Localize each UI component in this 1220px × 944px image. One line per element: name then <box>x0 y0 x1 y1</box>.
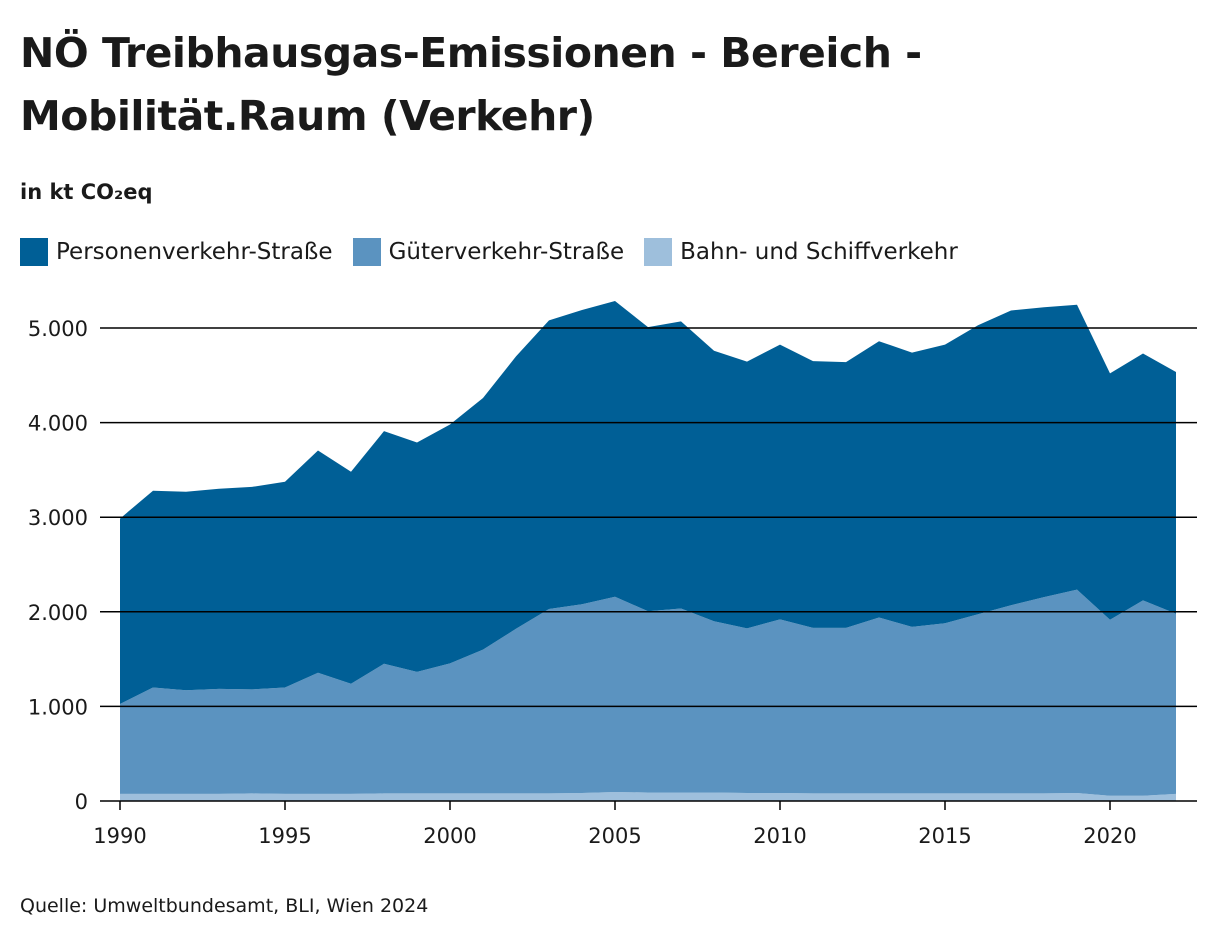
legend-item-personenverkehr: Personenverkehr-Straße <box>20 238 333 266</box>
legend-swatch-gueterverkehr <box>352 238 381 266</box>
y-tick-label: 5.000 <box>28 317 88 341</box>
legend-label-personenverkehr: Personenverkehr-Straße <box>56 239 333 265</box>
legend-label-bahn-schiff: Bahn- und Schiffverkehr <box>680 239 958 265</box>
y-tick-label: 3.000 <box>28 506 88 530</box>
x-tick-label: 2005 <box>588 824 641 848</box>
legend: Personenverkehr-Straße Güterverkehr-Stra… <box>20 238 978 266</box>
area-series-personenverkehr-stra-e <box>120 301 1176 704</box>
legend-swatch-personenverkehr <box>20 238 48 266</box>
chart-title: NÖ Treibhausgas-Emissionen - Bereich - M… <box>20 29 922 140</box>
area-series-bahn-und-schiffverkehr <box>120 792 1176 801</box>
legend-item-gueterverkehr: Güterverkehr-Straße <box>352 238 625 266</box>
source-note: Quelle: Umweltbundesamt, BLI, Wien 2024 <box>20 895 429 917</box>
x-tick-label: 1995 <box>258 824 311 848</box>
legend-swatch-bahn-schiff <box>644 238 673 266</box>
y-tick-label: 0 <box>75 790 88 814</box>
x-tick-label: 2010 <box>753 824 806 848</box>
y-tick-label: 2.000 <box>28 601 88 625</box>
y-tick-label: 4.000 <box>28 412 88 436</box>
legend-label-gueterverkehr: Güterverkehr-Straße <box>388 239 625 265</box>
x-tick-label: 2020 <box>1083 824 1136 848</box>
x-tick-label: 2015 <box>918 824 971 848</box>
x-tick-label: 2000 <box>423 824 476 848</box>
y-tick-label: 1.000 <box>28 695 88 719</box>
area-series-g-terverkehr-stra-e <box>120 589 1176 796</box>
legend-item-bahn-schiff: Bahn- und Schiffverkehr <box>644 238 958 266</box>
unit-label: in kt CO₂eq <box>20 180 153 204</box>
x-tick-label: 1990 <box>93 824 146 848</box>
